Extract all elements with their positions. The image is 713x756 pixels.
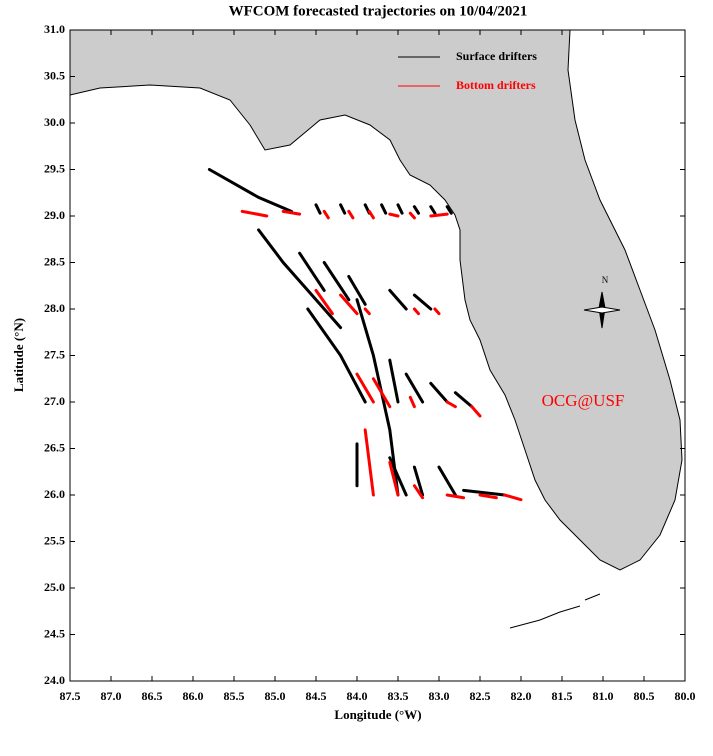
x-tick-label: 85.0 <box>265 689 286 703</box>
y-axis-label: Latitude (°N) <box>11 318 26 392</box>
trajectory <box>437 465 457 497</box>
x-tick-label: 86.0 <box>183 689 204 703</box>
trajectory <box>314 203 322 215</box>
trajectory <box>429 205 437 215</box>
y-tick-label: 29.0 <box>44 208 65 222</box>
trajectory <box>339 293 359 316</box>
x-tick-label: 80.0 <box>675 689 696 703</box>
trajectory <box>207 168 293 213</box>
y-tick-label: 27.5 <box>44 347 65 361</box>
x-tick-label: 85.5 <box>224 689 245 703</box>
y-tick-label: 28.0 <box>44 301 65 315</box>
trajectory <box>388 288 408 311</box>
trajectory <box>322 261 351 302</box>
y-tick-label: 24.5 <box>44 626 65 640</box>
trajectory <box>298 251 326 292</box>
trajectory <box>363 307 371 316</box>
trajectory <box>429 212 449 218</box>
x-tick-label: 87.5 <box>60 689 81 703</box>
x-tick-label: 82.5 <box>470 689 491 703</box>
x-tick-label: 82.0 <box>511 689 532 703</box>
trajectory <box>281 209 302 216</box>
y-tick-label: 25.5 <box>44 533 65 547</box>
trajectory <box>412 307 420 316</box>
trajectory <box>388 456 408 497</box>
x-tick-label: 83.0 <box>429 689 450 703</box>
x-tick-label: 83.5 <box>388 689 409 703</box>
y-tick-label: 26.5 <box>44 440 65 454</box>
trajectory <box>314 288 334 316</box>
x-tick-label: 80.5 <box>634 689 655 703</box>
trajectory <box>371 377 392 409</box>
y-tick-label: 28.5 <box>44 254 65 268</box>
trajectory <box>367 209 375 220</box>
trajectory <box>257 228 343 330</box>
compass-label: N <box>602 275 609 285</box>
x-tick-label: 84.5 <box>306 689 327 703</box>
trajectory <box>388 460 400 497</box>
trajectory <box>478 493 498 500</box>
compass <box>583 291 621 329</box>
trajectory <box>322 209 330 220</box>
trajectory <box>355 372 375 404</box>
trajectory <box>408 211 416 220</box>
trajectory <box>429 381 449 404</box>
x-tick-label: 81.5 <box>552 689 573 703</box>
trajectory <box>388 212 400 218</box>
x-tick-label: 81.0 <box>593 689 614 703</box>
trajectory <box>380 203 388 215</box>
chart-title: WFCOM forecasted trajectories on 10/04/2… <box>229 3 528 19</box>
x-tick-label: 84.0 <box>347 689 368 703</box>
trajectory <box>396 203 404 215</box>
compass-cross <box>583 306 621 314</box>
trajectory <box>404 372 425 404</box>
trajectory <box>445 493 466 500</box>
land <box>69 29 683 571</box>
y-tick-label: 25.0 <box>44 580 65 594</box>
legend-label: Surface drifters <box>456 49 537 63</box>
x-tick-label: 87.0 <box>101 689 122 703</box>
y-tick-label: 24.0 <box>44 673 65 687</box>
trajectory <box>388 358 400 404</box>
annotation: OCG@USF <box>542 391 625 410</box>
trajectory <box>412 293 433 311</box>
legend-label: Bottom drifters <box>456 78 536 92</box>
y-tick-label: 29.5 <box>44 161 65 175</box>
trajectory <box>240 209 269 218</box>
y-tick-label: 30.0 <box>44 115 65 129</box>
trajectory <box>445 400 457 409</box>
y-tick-label: 26.0 <box>44 487 65 501</box>
trajectory <box>363 428 375 497</box>
trajectory <box>408 395 416 409</box>
trajectory <box>433 307 441 316</box>
trajectory <box>412 484 425 500</box>
trajectory <box>412 465 425 497</box>
trajectory <box>462 488 507 497</box>
keys <box>509 593 601 629</box>
trajectory <box>503 493 523 502</box>
trajectory <box>347 274 367 306</box>
trajectory <box>470 405 482 418</box>
trajectory <box>306 307 367 404</box>
trajectory <box>412 205 420 215</box>
trajectory <box>453 391 474 409</box>
y-tick-label: 30.5 <box>44 68 65 82</box>
y-tick-label: 31.0 <box>44 22 65 36</box>
y-tick-label: 27.0 <box>44 394 65 408</box>
x-axis-label: Longitude (°W) <box>334 707 421 722</box>
trajectory <box>339 203 347 215</box>
trajectory <box>347 209 355 220</box>
x-tick-label: 86.5 <box>142 689 163 703</box>
trajectory <box>445 205 453 215</box>
